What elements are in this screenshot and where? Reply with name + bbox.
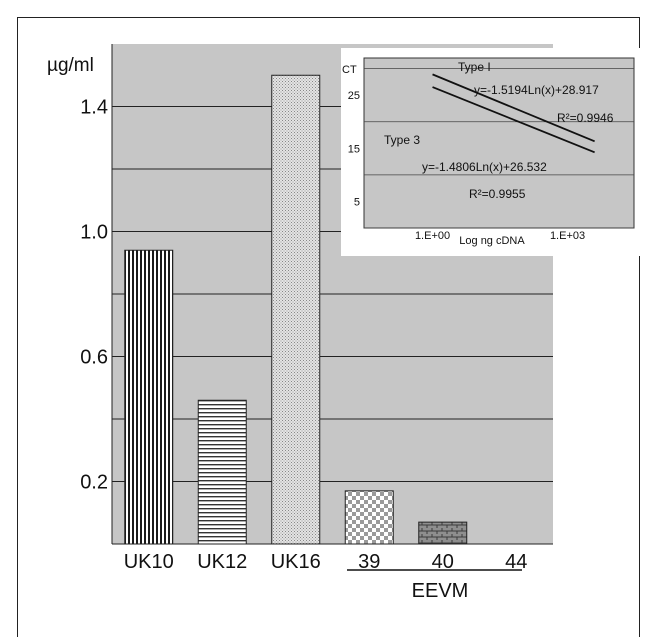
- series-type-i-r2: R²=0.9946: [557, 111, 614, 125]
- series-type-i-label: Type I: [458, 60, 491, 74]
- trend-line-type-3: [432, 86, 595, 154]
- main-y-tick-label: 1.4: [80, 97, 108, 119]
- inset-x-tick-label: 1.E+00: [415, 230, 450, 242]
- figure-frame: [17, 17, 640, 637]
- bar-uk10: [124, 249, 174, 545]
- main-y-axis-label: µg/ml: [47, 55, 94, 76]
- inset-trend-lines: [432, 73, 595, 154]
- inset-x-axis-label: Log ng cDNA: [459, 235, 525, 247]
- inset-gridlines: [364, 68, 634, 229]
- bar-uk12: [197, 399, 247, 545]
- inset-y-axis-label: CT: [342, 64, 357, 76]
- bar-39: [344, 490, 394, 545]
- inset-y-tick-label: 5: [354, 196, 360, 208]
- inset-x-tick-label: 1.E+03: [550, 230, 585, 242]
- main-x-tick-label: 39: [358, 551, 380, 573]
- group-label: EEVM: [412, 580, 469, 602]
- figure: 0.2 0.6 1.0 1.4 UK10 UK12 UK16 39 40 44 µg/ml EE…: [47, 44, 635, 602]
- main-bars: [124, 74, 468, 545]
- series-type-3-label: Type 3: [384, 133, 420, 147]
- main-y-tick-label: 0.2: [80, 472, 108, 494]
- bar-uk16: [271, 74, 321, 545]
- inset-x-tick-labels: 1.E+00 1.E+03: [415, 230, 585, 242]
- main-y-tick-label: 0.6: [80, 347, 108, 369]
- inset-plot-area: [363, 57, 635, 229]
- inset-y-tick-label: 15: [348, 143, 360, 155]
- series-type-i-equation: y=-1.5194Ln(x)+28.917: [474, 83, 599, 97]
- main-y-tick-labels: 0.2 0.6 1.0 1.4: [80, 97, 108, 494]
- trend-line-type-i: [432, 73, 595, 143]
- main-x-tick-label: UK16: [271, 551, 321, 573]
- main-x-tick-label: UK10: [124, 551, 174, 573]
- main-x-tick-label: UK12: [197, 551, 247, 573]
- main-x-tick-labels: UK10 UK12 UK16 39 40 44: [124, 551, 528, 573]
- series-type-3-r2: R²=0.9955: [469, 187, 526, 201]
- inset-y-tick-label: 25: [348, 90, 360, 102]
- series-type-3-equation: y=-1.4806Ln(x)+26.532: [422, 160, 547, 174]
- inset-y-tick-labels: 5 15 25: [348, 90, 360, 208]
- bar-40: [418, 521, 468, 545]
- main-x-tick-label: 44: [505, 551, 527, 573]
- main-x-tick-label: 40: [432, 551, 454, 573]
- main-y-tick-label: 1.0: [80, 222, 108, 244]
